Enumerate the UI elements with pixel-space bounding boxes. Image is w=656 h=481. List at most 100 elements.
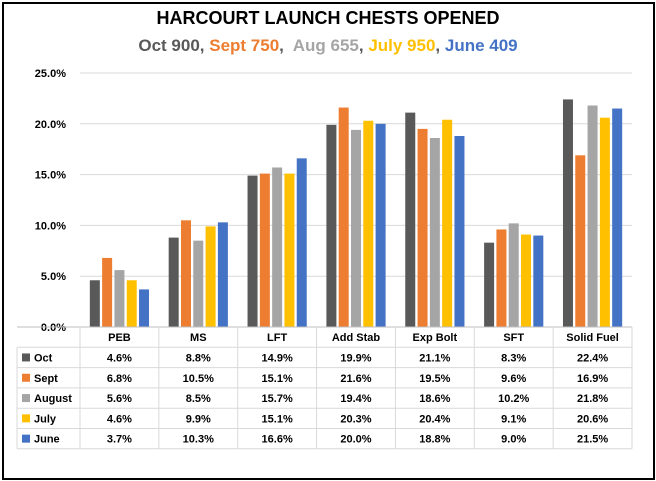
bar <box>139 289 150 327</box>
bar <box>351 129 361 327</box>
bar <box>326 124 337 327</box>
data-label: 22.4% <box>577 352 608 364</box>
data-label: 5.6% <box>107 393 132 405</box>
bar <box>454 135 465 327</box>
legend-swatch <box>22 373 30 382</box>
subtitle-part: , <box>358 36 369 55</box>
y-tick-label: 20.0% <box>35 119 66 131</box>
data-label: 19.4% <box>340 393 371 405</box>
data-label: 4.6% <box>107 413 132 425</box>
subtitle-part: Aug 655 <box>292 36 359 55</box>
legend-swatch <box>22 353 30 362</box>
data-label: 9.6% <box>501 373 526 385</box>
category-label: SFT <box>503 332 524 344</box>
data-label: 21.1% <box>419 352 450 364</box>
data-label: 15.1% <box>262 413 293 425</box>
data-label: 21.5% <box>577 434 608 446</box>
data-label: 14.9% <box>262 352 293 364</box>
bar <box>338 107 349 327</box>
legend-label: June <box>34 434 60 446</box>
bar <box>521 234 532 327</box>
bar <box>405 112 416 328</box>
subtitle-part: Sept 750 <box>209 36 280 55</box>
bar <box>599 117 610 327</box>
data-label: 20.6% <box>577 413 608 425</box>
bar <box>363 120 374 327</box>
bar <box>612 108 623 327</box>
bar <box>180 220 191 327</box>
bar <box>168 237 179 327</box>
data-label: 20.0% <box>340 434 371 446</box>
data-label: 10.5% <box>183 373 214 385</box>
data-label: 18.8% <box>419 434 450 446</box>
bar <box>587 105 598 328</box>
bar <box>114 270 125 327</box>
data-label: 16.9% <box>577 373 608 385</box>
chart-subtitle: Oct 900, Sept 750, Aug 655, July 950, Ju… <box>0 36 656 56</box>
data-label: 21.6% <box>340 373 371 385</box>
bar <box>508 223 519 327</box>
bar <box>417 128 428 327</box>
bar <box>375 123 386 327</box>
bar <box>217 222 228 327</box>
chart-title: HARCOURT LAUNCH CHESTS OPENED <box>156 8 500 28</box>
data-label: 9.0% <box>501 434 526 446</box>
y-tick-label: 5.0% <box>41 271 66 283</box>
bar <box>102 257 113 327</box>
bar <box>284 173 295 327</box>
legend-swatch <box>22 414 30 423</box>
bar <box>484 242 495 327</box>
y-tick-label: 10.0% <box>35 220 66 232</box>
legend-label: August <box>34 393 72 405</box>
bar <box>247 175 258 327</box>
y-tick-label: 0.0% <box>41 322 66 334</box>
legend-label: July <box>34 413 57 425</box>
data-label: 6.8% <box>107 373 132 385</box>
subtitle-part: July 950 <box>368 36 436 55</box>
data-label: 9.1% <box>501 413 526 425</box>
data-label: 15.1% <box>262 373 293 385</box>
data-label: 10.3% <box>183 434 214 446</box>
data-label: 21.8% <box>577 393 608 405</box>
y-tick-label: 15.0% <box>35 170 66 182</box>
data-label: 10.2% <box>498 393 529 405</box>
subtitle-part: , <box>435 36 445 55</box>
bar <box>429 138 440 327</box>
category-label: MS <box>190 332 207 344</box>
data-label: 8.5% <box>186 393 211 405</box>
bar <box>205 226 216 327</box>
bar <box>442 119 453 328</box>
bar <box>575 155 586 327</box>
legend-swatch <box>22 394 30 403</box>
bar <box>296 158 307 327</box>
data-label: 19.9% <box>340 352 371 364</box>
data-label: 16.6% <box>262 434 293 446</box>
category-label: Solid Fuel <box>566 332 619 344</box>
data-label: 20.3% <box>340 413 371 425</box>
category-label: Add Stab <box>332 332 381 344</box>
bar <box>126 280 137 327</box>
data-label: 18.6% <box>419 393 450 405</box>
subtitle-part: June 409 <box>444 36 518 55</box>
bar <box>193 240 204 327</box>
subtitle-part: , <box>279 36 293 55</box>
legend-label: Sept <box>34 373 58 385</box>
bar <box>533 235 544 327</box>
data-label: 20.4% <box>419 413 450 425</box>
data-label: 19.5% <box>419 373 450 385</box>
category-label: PEB <box>108 332 131 344</box>
data-label: 3.7% <box>107 434 132 446</box>
data-label: 8.3% <box>501 352 526 364</box>
data-label: 8.8% <box>186 352 211 364</box>
legend-swatch <box>22 434 30 443</box>
category-label: LFT <box>267 332 287 344</box>
data-label: 9.9% <box>186 413 211 425</box>
data-label: 15.7% <box>262 393 293 405</box>
bar <box>272 167 283 327</box>
legend-label: Oct <box>34 352 53 364</box>
subtitle-part: Oct 900, <box>138 36 210 55</box>
bar <box>259 173 270 327</box>
bar <box>562 99 573 327</box>
y-tick-label: 25.0% <box>35 68 66 80</box>
